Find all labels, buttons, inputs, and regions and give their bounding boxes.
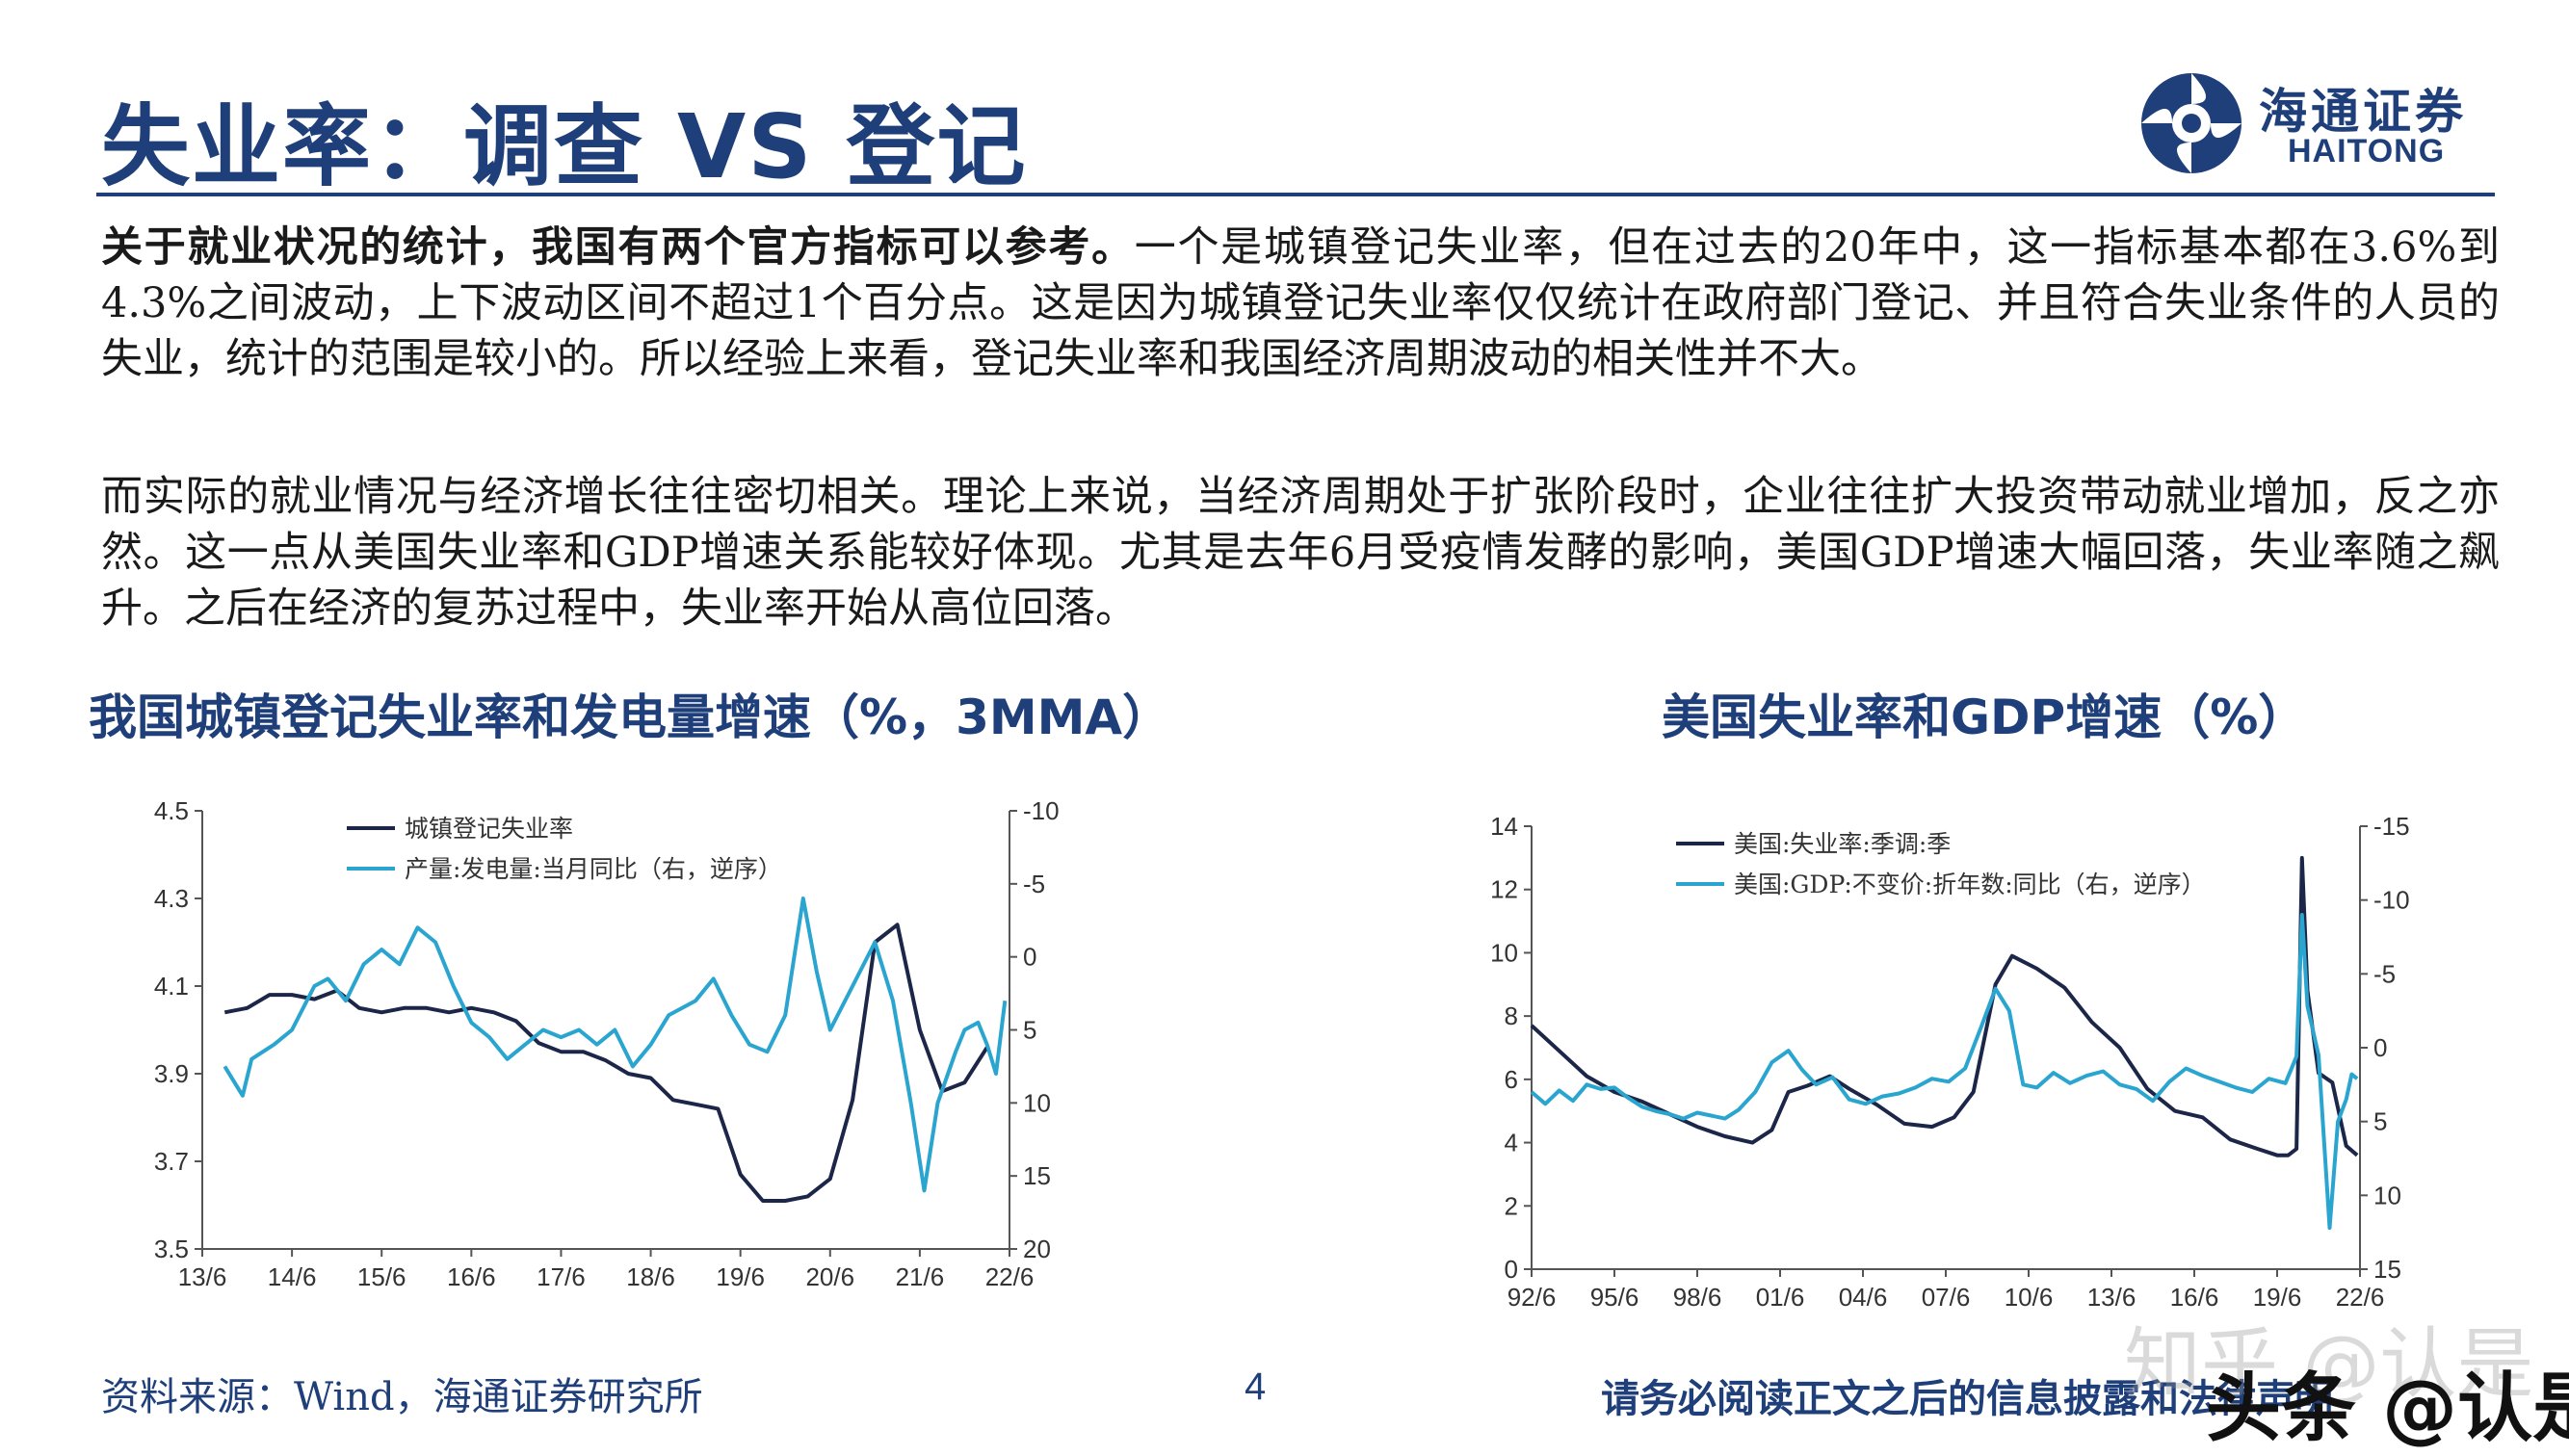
left-tick-label: 14 [1490,812,1518,841]
x-tick-label: 20/6 [805,1262,854,1291]
legend-label-1: 城镇登记失业率 [405,815,573,843]
legend-label-2: 美国:GDP:不变价:折年数:同比（右，逆序） [1734,871,2206,898]
x-tick-label: 17/6 [537,1262,586,1291]
left-tick-label: 0 [1505,1255,1518,1284]
right-tick-label: 5 [2373,1107,2387,1136]
x-tick-label: 22/6 [985,1262,1035,1291]
x-tick-label: 98/6 [1673,1283,1722,1312]
series-line-2 [1530,913,2359,1231]
left-tick-label: 4.1 [154,972,189,1001]
x-tick-label: 19/6 [2253,1283,2302,1312]
logo-english-name: HAITONG [2288,133,2446,169]
x-tick-label: 19/6 [716,1262,765,1291]
x-tick-label: 15/6 [357,1262,406,1291]
right-tick-label: 20 [1023,1235,1051,1263]
logo-chinese-name: 海通证券 [2259,83,2467,140]
right-tick-label: 10 [1023,1088,1051,1117]
left-tick-label: 8 [1505,1001,1518,1030]
x-tick-label: 21/6 [896,1262,945,1291]
x-tick-label: 04/6 [1839,1283,1888,1312]
chart-1-cn-unemployment-power: 3.5 3.7 3.9 4.1 4.3 4.5 -10 -5 0 5 10 15 20 13/6 14/6 1… [154,796,1060,1291]
legend-label-1: 美国:失业率:季调:季 [1734,830,1951,858]
x-tick-label: 10/6 [2005,1283,2054,1312]
left-tick-label: 3.9 [154,1059,189,1088]
right-tick-label: 15 [2373,1255,2401,1284]
right-tick-label: -10 [1023,796,1060,825]
x-tick-label: 13/6 [178,1262,227,1291]
right-tick-label: -5 [2373,959,2396,988]
paragraph-1: 关于就业状况的统计，我国有两个官方指标可以参考。一个是城镇登记失业率，但在过去的… [101,220,2500,387]
left-tick-label: 4.5 [154,796,189,825]
series-line-2 [223,897,1008,1193]
x-tick-label: 95/6 [1590,1283,1639,1312]
watermark-zhihu: 知乎 @认是 [2124,1319,2534,1409]
paragraph-1-lead: 关于就业状况的统计，我国有两个官方指标可以参考。 [101,223,1135,272]
series-line-1 [223,923,989,1203]
x-tick-label: 01/6 [1756,1283,1805,1312]
right-tick-label: 5 [1023,1016,1036,1045]
left-tick-label: 12 [1490,875,1518,904]
left-tick-label: 3.7 [154,1147,189,1176]
right-tick-label: 15 [1023,1161,1051,1190]
legend-label-2: 产量:发电量:当月同比（右，逆序） [405,855,782,883]
haitong-logo: 海通证券 HAITONG [2134,65,2500,181]
x-tick-label: 22/6 [2336,1283,2385,1312]
x-tick-label: 07/6 [1922,1283,1971,1312]
left-tick-label: 2 [1505,1191,1518,1220]
paragraph-1-body: 一个是城镇登记失业率，但在过去的20年中，这一指标基本都在3.6%到4.3%之间… [101,223,2501,383]
chart-2-us-unemployment-gdp: 0 2 4 6 8 10 12 14 -15 -10 -5 0 5 10 15 92/6 95/6 98/6 01/… [1490,812,2410,1312]
paragraph-2: 而实际的就业情况与经济增长往往密切相关。理论上来说，当经济周期处于扩张阶段时，企… [101,473,2500,633]
title-underline [96,193,2495,196]
left-tick-label: 4 [1505,1129,1518,1157]
left-tick-label: 3.5 [154,1235,189,1263]
haitong-emblem-icon [2141,73,2241,173]
x-tick-label: 92/6 [1507,1283,1557,1312]
x-tick-label: 18/6 [626,1262,675,1291]
left-tick-label: 4.3 [154,884,189,913]
watermark-toutiao: 头条 @认是 [2206,1365,2569,1452]
x-tick-label: 13/6 [2087,1283,2136,1312]
series-line-1 [1530,855,2359,1157]
left-tick-label: 6 [1505,1065,1518,1094]
right-tick-label: 10 [2373,1181,2401,1209]
x-tick-label: 16/6 [2170,1283,2219,1312]
right-tick-label: 0 [2373,1033,2387,1062]
right-tick-label: 0 [1023,943,1036,972]
source-note: 资料来源：Wind，海通证券研究所 [101,1375,703,1419]
left-tick-label: 10 [1490,938,1518,967]
disclaimer-note: 请务必阅读正文之后的信息披露和法律声明 [1601,1376,2333,1421]
chart-2-title: 美国失业率和GDP增速（%） [1662,689,2307,745]
page-number: 4 [1245,1365,1267,1408]
slide-title: 失业率：调查 VS 登记 [101,95,1028,198]
x-tick-label: 14/6 [268,1262,317,1291]
right-tick-label: -10 [2373,886,2410,915]
x-tick-label: 16/6 [447,1262,496,1291]
right-tick-label: -15 [2373,812,2410,841]
right-tick-label: -5 [1023,870,1045,898]
chart-1-title: 我国城镇登记失业率和发电量增速（%，3MMA） [89,689,1171,745]
